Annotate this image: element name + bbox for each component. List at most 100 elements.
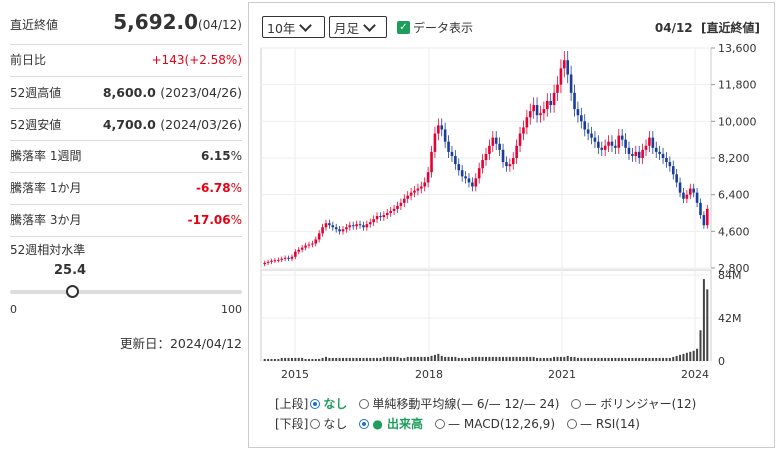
lower-volume-radio[interactable] — [359, 418, 370, 429]
candle-body — [614, 145, 617, 148]
volume-bar — [563, 356, 566, 361]
volume-bar — [433, 354, 436, 361]
lower-macd-radio[interactable] — [435, 418, 446, 429]
candle-body — [460, 170, 464, 177]
volume-bar — [420, 356, 423, 361]
volume-bar — [314, 358, 317, 361]
candle-body — [525, 117, 529, 128]
candle-body — [484, 153, 488, 161]
volume-bar — [600, 357, 603, 361]
volume-bar — [485, 356, 487, 361]
change-1w-value: 6.15% — [200, 149, 242, 163]
candle-body — [545, 100, 549, 110]
candle-body — [283, 257, 287, 259]
volume-bar — [399, 357, 402, 361]
volume-bar — [519, 356, 522, 361]
candle-body — [702, 215, 706, 226]
lower-rsi-radio[interactable] — [567, 418, 577, 429]
volume-bar — [362, 357, 365, 361]
candle-body — [348, 225, 352, 228]
upper-sma-radio[interactable] — [359, 398, 370, 409]
candle-body — [385, 213, 389, 216]
candle-body — [409, 192, 413, 196]
change-value: +143(+2.58%) — [151, 53, 243, 67]
volume-bar — [416, 356, 419, 361]
show-data-label: データ表示 — [413, 21, 474, 35]
volume-bar — [597, 357, 600, 361]
candle-body — [481, 160, 484, 169]
close-label: 直近終値 — [10, 18, 59, 32]
candle-body — [610, 141, 614, 146]
volume-bar — [474, 356, 477, 361]
volume-bar — [403, 357, 406, 361]
volume-bar — [359, 357, 362, 361]
show-data-checkbox[interactable]: ✓ データ表示 — [397, 19, 473, 36]
candle-body — [399, 202, 403, 206]
candle-body — [600, 147, 604, 150]
candle-body — [389, 210, 392, 213]
lower-rsi-label: — RSI(14) — [580, 416, 640, 431]
volume-bar — [406, 356, 409, 361]
candle-body — [345, 227, 348, 230]
volume-bar — [532, 356, 535, 361]
volume-bar — [284, 357, 287, 361]
volume-bar — [345, 357, 348, 361]
candle-body — [474, 178, 478, 187]
volume-bar — [655, 357, 658, 361]
candle-body — [437, 125, 440, 134]
volume-bar — [689, 351, 692, 361]
candle-body — [440, 125, 444, 130]
candle-body — [396, 205, 399, 209]
upper-sma-label: 単純移動平均線(— 6/— 12/— 24) — [372, 397, 560, 411]
volume-bar — [668, 357, 671, 361]
volume-bar — [342, 357, 345, 361]
lower-macd-label: — MACD(12,26,9) — [448, 416, 555, 431]
volume-bar — [580, 357, 583, 361]
volume-bar — [467, 357, 470, 361]
candle-body — [317, 233, 321, 240]
volume-bar — [376, 357, 379, 361]
volume-bar — [614, 357, 617, 361]
volume-bar — [662, 357, 665, 361]
volume-bar — [529, 356, 532, 361]
volume-bar — [488, 356, 491, 361]
volume-bar — [675, 355, 678, 361]
volume-bar — [461, 357, 464, 361]
period-select[interactable]: 10年 — [262, 16, 325, 38]
volume-bar — [692, 350, 695, 361]
volume-bar — [696, 348, 699, 361]
lower-label: [下段] — [275, 417, 309, 431]
candle-body — [379, 216, 382, 218]
candle-body — [430, 151, 433, 173]
volume-bar — [672, 356, 675, 361]
candle-body — [678, 182, 682, 193]
volume-bar — [280, 357, 283, 361]
candle-body — [372, 219, 375, 223]
lower-none-radio[interactable] — [310, 418, 321, 429]
interval-select[interactable]: 月足 — [329, 16, 387, 38]
level-max: 100 — [221, 303, 242, 316]
candle-body — [535, 105, 539, 116]
candle-body — [695, 192, 699, 203]
volume-bar — [645, 357, 648, 361]
level-value: 25.4 — [54, 263, 87, 278]
volume-bar — [386, 356, 389, 361]
candle-body — [467, 178, 471, 183]
low52-date: (2024/03/26) — [160, 117, 242, 132]
candle-body — [488, 145, 491, 154]
change-3m-label: 騰落率 3か月 — [10, 213, 82, 227]
volume-bar — [566, 355, 569, 361]
x-tick-label: 2024 — [681, 368, 709, 381]
volume-bar — [502, 356, 505, 361]
candle-body — [426, 172, 430, 183]
candle-body — [328, 223, 331, 226]
volume-bar — [338, 357, 341, 361]
volume-bar — [267, 358, 270, 361]
candle-body — [307, 244, 311, 246]
upper-bollinger-radio[interactable] — [571, 398, 582, 409]
volume-bar — [277, 358, 280, 361]
upper-none-radio[interactable] — [310, 398, 321, 409]
volume-bar — [587, 357, 590, 361]
price-tick-label: 13,600 — [718, 43, 757, 55]
summary-panel: 直近終値 5,692.0(04/12) 前日比 +143(+2.58%) 52週… — [10, 0, 243, 316]
